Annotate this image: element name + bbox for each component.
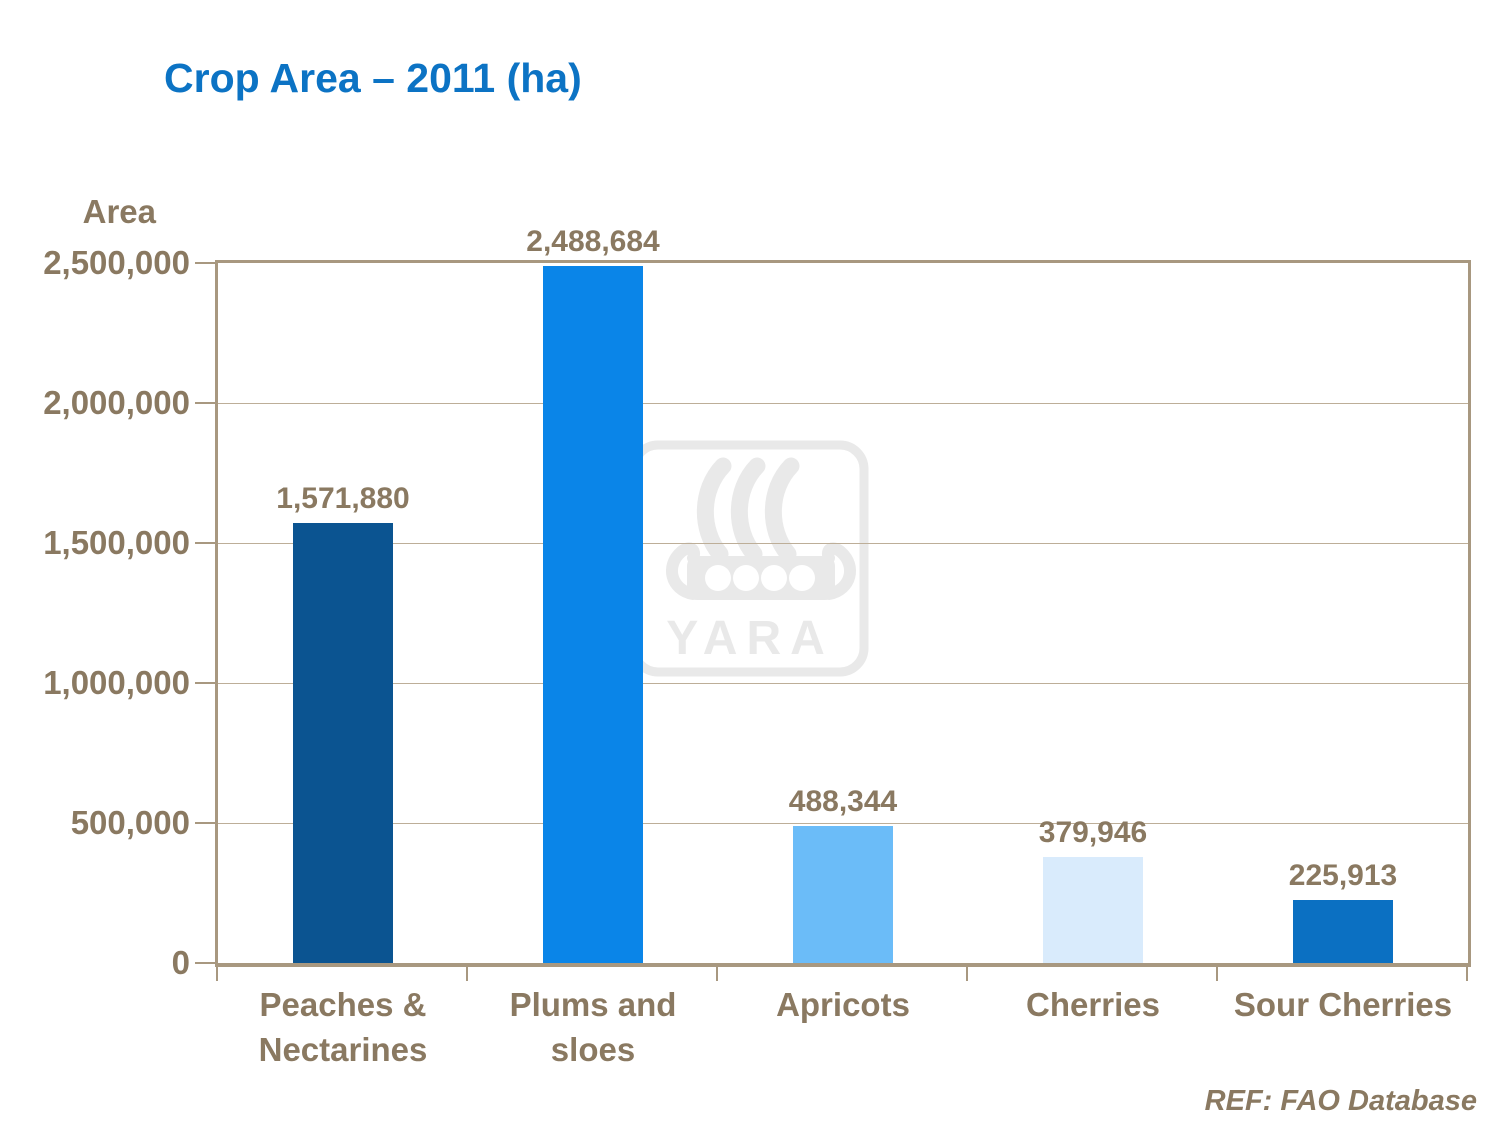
bar-cherries: 379,946 <box>1039 816 1147 963</box>
axis-tick <box>195 542 215 544</box>
axis-tick <box>1216 967 1218 981</box>
bar-group-peaches-nectarines: 1,571,880 <box>218 263 468 963</box>
ship-hull-icon <box>666 542 856 600</box>
axis-tick <box>195 962 215 964</box>
gridline <box>218 823 1468 824</box>
axis-tick <box>195 402 215 404</box>
bar-value-label: 225,913 <box>1288 859 1398 892</box>
y-tick-label: 500,000 <box>70 804 190 841</box>
y-axis: 2,500,000 2,000,000 1,500,000 1,000,000 … <box>0 0 190 1126</box>
source-reference: REF: FAO Database <box>1204 1085 1477 1117</box>
y-tick-label: 1,000,000 <box>43 664 190 701</box>
gridline <box>218 403 1468 404</box>
bar-group-apricots: 488,344 <box>718 263 968 963</box>
axis-tick <box>195 822 215 824</box>
axis-tick <box>716 967 718 981</box>
axis-tick <box>195 262 215 264</box>
bar-apricots: 488,344 <box>789 785 897 963</box>
bar-plums-sloes: 2,488,684 <box>526 225 660 963</box>
y-tick-label: 2,000,000 <box>43 384 190 421</box>
gridline <box>218 543 1468 544</box>
bar-value-label: 2,488,684 <box>526 225 660 258</box>
bar-group-cherries: 379,946 <box>968 263 1218 963</box>
ship-sails-icon <box>696 457 800 563</box>
axis-tick <box>966 967 968 981</box>
gridline <box>218 683 1468 684</box>
chart-title: Crop Area – 2011 (ha) <box>164 55 582 101</box>
bar-sour-cherries: 225,913 <box>1289 859 1397 963</box>
x-category-label-sour-cherries: Sour Cherries <box>1233 986 1453 1023</box>
watermark-wordmark: YARA <box>666 612 834 665</box>
y-tick-label: 0 <box>171 944 190 981</box>
x-category-label-cherries: Cherries <box>1026 986 1160 1023</box>
bar-value-label: 488,344 <box>788 785 898 818</box>
yara-logo-watermark: YARA <box>629 440 869 677</box>
y-tick-label: 1,500,000 <box>43 524 190 561</box>
x-category-label-plums-sloes: Plums and sloes <box>509 986 677 1068</box>
bar-group-plums-sloes: 2,488,684 <box>468 225 718 963</box>
bar-value-label: 1,571,880 <box>276 482 410 515</box>
x-category-label-peaches-nectarines: Peaches & Nectarines <box>258 986 428 1068</box>
bar-group-sour-cherries: 225,913 <box>1218 263 1468 963</box>
plot-area: 1,571,880 2,488,684 488,344 379,946 <box>215 225 1471 967</box>
bars-container: 1,571,880 2,488,684 488,344 379,946 <box>218 225 1468 963</box>
axis-tick <box>466 967 468 981</box>
axis-tick <box>195 682 215 684</box>
y-axis-title: Area <box>82 193 156 230</box>
y-tick-label: 2,500,000 <box>43 244 190 281</box>
axis-tick <box>1466 967 1468 981</box>
x-category-label-apricots: Apricots <box>776 986 910 1023</box>
bar-peaches-nectarines: 1,571,880 <box>276 482 410 963</box>
axis-tick <box>216 967 218 981</box>
bar-value-label: 379,946 <box>1038 816 1148 849</box>
x-axis: Peaches & Nectarines Plums and sloes Apr… <box>218 982 1468 1072</box>
